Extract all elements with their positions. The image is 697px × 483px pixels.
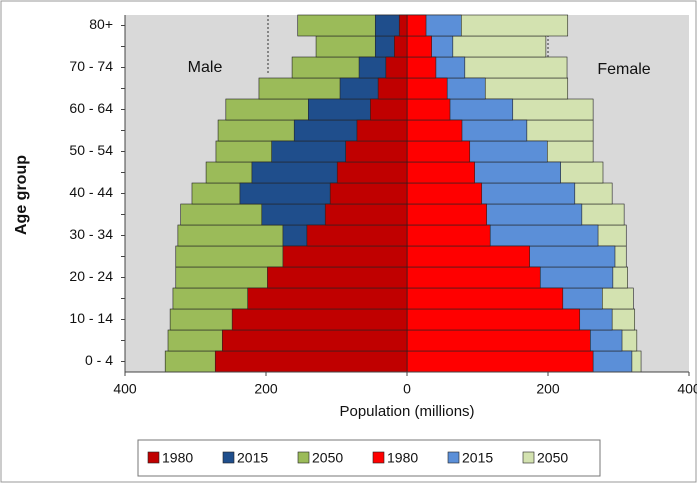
bar — [406, 329, 591, 352]
y-tick-label: 0 - 4 — [85, 352, 113, 368]
bar — [306, 224, 408, 247]
y-tick-label: 70 - 74 — [69, 58, 113, 74]
bar — [329, 182, 408, 205]
x-tick-label: 0 — [403, 381, 411, 397]
bar — [385, 56, 408, 79]
bar — [406, 119, 463, 142]
bar — [406, 308, 581, 331]
y-tick-label: 50 - 54 — [69, 142, 113, 158]
y-tick-label: 80+ — [89, 16, 113, 32]
x-axis-label: Population (millions) — [339, 403, 474, 420]
bar — [267, 266, 408, 289]
y-tick-label: 10 - 14 — [69, 310, 113, 326]
bar — [247, 287, 408, 310]
bar — [324, 203, 408, 226]
legend-swatch — [222, 451, 235, 464]
bar — [406, 35, 432, 58]
bar — [377, 77, 408, 100]
bar — [406, 140, 471, 163]
bar — [336, 161, 408, 184]
legend-label: 2015 — [462, 450, 493, 466]
bar — [406, 203, 487, 226]
bar — [406, 98, 451, 121]
bar — [406, 245, 530, 268]
legend-label: 2050 — [537, 450, 568, 466]
y-tick-label: 30 - 34 — [69, 226, 113, 242]
bar — [370, 98, 408, 121]
bar — [406, 266, 541, 289]
bar — [282, 245, 408, 268]
y-tick-label: 40 - 44 — [69, 184, 113, 200]
legend-swatch — [522, 451, 535, 464]
y-axis-label: Age group — [13, 155, 30, 235]
bar — [406, 182, 483, 205]
bar — [214, 350, 408, 373]
annotation: Female — [597, 61, 650, 78]
legend-label: 2015 — [237, 450, 268, 466]
bar — [406, 56, 437, 79]
x-tick-label: 200 — [254, 381, 278, 397]
bar — [406, 14, 427, 37]
legend-label: 1980 — [387, 450, 418, 466]
bar — [406, 287, 564, 310]
legend-swatch — [372, 451, 385, 464]
bar — [406, 77, 448, 100]
bar — [394, 35, 408, 58]
x-tick-label: 400 — [677, 381, 697, 397]
x-tick-label: 200 — [536, 381, 560, 397]
bar — [406, 350, 594, 373]
y-tick-label: 20 - 24 — [69, 268, 113, 284]
x-tick-label: 400 — [113, 381, 137, 397]
legend-swatch — [297, 451, 310, 464]
bar — [231, 308, 408, 331]
bar — [398, 14, 408, 37]
legend-swatch — [147, 451, 160, 464]
annotation: Male — [188, 59, 223, 76]
bar — [345, 140, 408, 163]
y-tick-label: 60 - 64 — [69, 100, 113, 116]
legend-label: 2050 — [312, 450, 343, 466]
legend-swatch — [447, 451, 460, 464]
bar — [356, 119, 408, 142]
bar — [406, 161, 475, 184]
legend-label: 1980 — [162, 450, 193, 466]
bar — [221, 329, 408, 352]
bar — [406, 224, 491, 247]
